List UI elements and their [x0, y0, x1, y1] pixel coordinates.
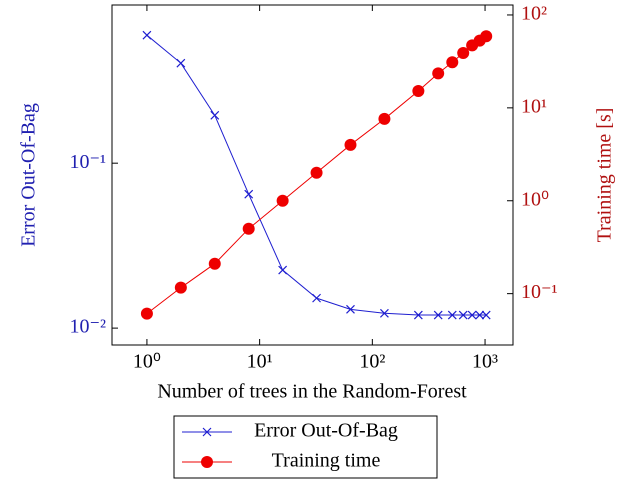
y2-tick-label: 10⁻¹: [521, 281, 558, 303]
marker: [278, 265, 288, 275]
y-axis-label: Error Out-Of-Bag: [18, 103, 40, 247]
y2-tick-label: 10²: [521, 3, 547, 25]
legend-marker: [202, 427, 212, 437]
legend-box: [173, 415, 438, 479]
legend-label: Error Out-Of-Bag: [254, 420, 398, 442]
x-tick-label: 10³: [472, 351, 498, 373]
plot-frame: [111, 4, 514, 346]
y2-tick-label: 10⁰: [521, 188, 549, 210]
x-tick-label: 10⁰: [133, 351, 161, 373]
x-tick-label: 10¹: [247, 351, 273, 373]
marker: [140, 307, 153, 320]
x-tick-label: 10²: [359, 351, 385, 373]
marker: [412, 84, 425, 97]
marker: [432, 67, 445, 80]
legend-marker: [201, 456, 213, 468]
marker: [457, 46, 470, 59]
marker: [467, 310, 477, 320]
marker: [346, 304, 355, 314]
marker: [480, 30, 493, 43]
y-tick-label: 10⁻¹: [69, 151, 106, 173]
marker: [475, 310, 485, 320]
marker: [210, 110, 220, 120]
marker: [174, 281, 187, 294]
y2-tick-label: 10¹: [521, 95, 547, 117]
marker: [433, 310, 443, 320]
marker: [413, 310, 423, 320]
marker: [276, 194, 289, 207]
marker: [176, 58, 186, 68]
x-axis-label: Number of trees in the Random-Forest: [157, 381, 467, 403]
marker: [344, 138, 357, 151]
legend-label: Training time: [272, 450, 381, 472]
marker: [458, 310, 468, 320]
marker: [378, 112, 391, 125]
marker: [242, 222, 255, 235]
marker: [481, 310, 491, 320]
marker: [208, 257, 221, 270]
marker: [446, 56, 459, 69]
marker: [447, 310, 457, 320]
y2-axis-label: Training time [s]: [594, 108, 616, 243]
marker: [244, 189, 254, 199]
marker: [310, 166, 323, 179]
y-tick-label: 10⁻²: [69, 316, 106, 338]
marker: [142, 30, 152, 40]
marker: [312, 293, 321, 303]
marker: [379, 308, 389, 318]
